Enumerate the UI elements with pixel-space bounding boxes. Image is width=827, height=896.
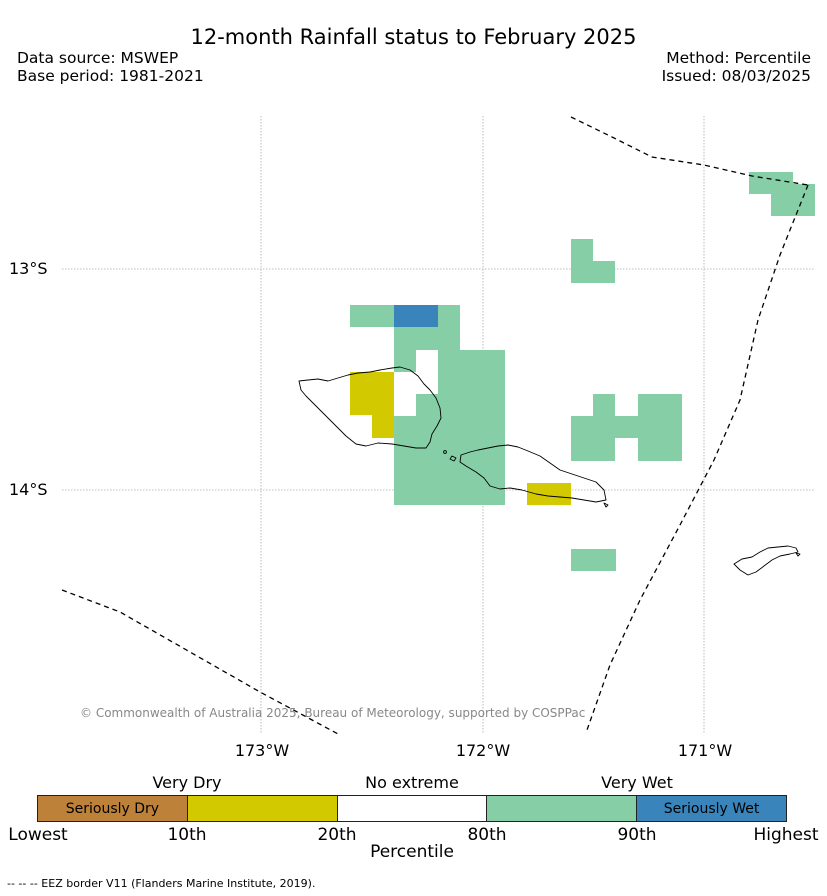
grid-cell-very-wet: [394, 416, 505, 505]
grid-cell-very-wet: [571, 239, 593, 283]
grid-cell-very-wet: [793, 184, 815, 194]
savaii-coastline: [298, 366, 442, 449]
eez-southwest: [61, 589, 341, 736]
grid-cell-very-wet: [571, 549, 616, 571]
grid-cell-very-wet: [438, 350, 505, 394]
lon-label-171w: 171°W: [677, 741, 733, 760]
tick-20th: 20th: [317, 825, 357, 845]
eez-border: [61, 116, 809, 736]
apolima-island: [443, 450, 447, 454]
tick-lowest: Lowest: [8, 825, 68, 845]
grid-cell-very-wet: [638, 394, 682, 416]
method-label: Method: Percentile: [666, 49, 811, 67]
coastlines: [298, 366, 801, 576]
colorbar-seriously-wet: Seriously Wet: [636, 796, 786, 821]
colorbar-seriously-dry: Seriously Dry: [38, 796, 187, 821]
grid-cell-very-dry: [372, 415, 394, 438]
colorbar-very-dry: [186, 796, 337, 821]
grid-cell-very-wet: [749, 172, 793, 194]
grid-cell-very-wet: [771, 194, 815, 216]
aunuu-island: [795, 552, 801, 557]
grid-cell-very-wet: [350, 305, 394, 327]
grid-cell-very-wet: [438, 305, 460, 350]
grid-cell-very-wet: [394, 350, 416, 372]
colorbar-no-extreme: [336, 796, 487, 821]
legend-category-very-dry: Very Dry: [152, 773, 222, 792]
map-title: 12-month Rainfall status to February 202…: [190, 25, 637, 49]
grid-cell-seriously-wet: [394, 305, 438, 327]
legend-category-no-extreme: No extreme: [365, 773, 459, 792]
percentile-colorbar: Seriously Dry Seriously Wet: [37, 795, 787, 822]
manono-island: [449, 455, 457, 462]
eez-north: [570, 116, 809, 186]
lat-label-14s: 14°S: [9, 480, 48, 499]
colorbar-axis-label: Percentile: [370, 842, 454, 862]
tick-highest: Highest: [753, 825, 819, 845]
issued-label: Issued: 08/03/2025: [661, 67, 811, 85]
grid-cell-very-wet: [571, 416, 682, 438]
lon-label-173w: 173°W: [234, 741, 290, 760]
percentile-grid: [350, 172, 815, 571]
legend-category-very-wet: Very Wet: [601, 773, 673, 792]
upolu-tip: [603, 502, 609, 508]
copyright-notice: © Commonwealth of Australia 2025, Bureau…: [80, 706, 586, 720]
grid-cell-very-wet: [593, 394, 615, 416]
eez-source-note: -- -- -- EEZ border V11 (Flanders Marine…: [7, 877, 316, 890]
upolu-coastline: [459, 444, 607, 503]
base-period-label: Base period: 1981-2021: [17, 67, 204, 85]
data-source-label: Data source: MSWEP: [17, 49, 179, 67]
tick-80th: 80th: [467, 825, 507, 845]
grid-cell-very-wet: [416, 394, 505, 416]
grid-cell-very-dry: [350, 372, 394, 415]
grid-cell-very-dry: [527, 483, 571, 505]
grid-cell-very-wet: [638, 438, 682, 461]
grid-cell-very-wet: [571, 438, 615, 461]
colorbar-very-wet: [486, 796, 637, 821]
lon-label-172w: 172°W: [455, 741, 511, 760]
tick-90th: 90th: [617, 825, 657, 845]
tutuila-coastline: [733, 545, 799, 576]
tick-10th: 10th: [167, 825, 207, 845]
lat-label-13s: 13°S: [9, 259, 48, 278]
eez-east: [586, 184, 809, 731]
grid-cell-very-wet: [593, 261, 615, 283]
grid-cell-very-wet: [394, 327, 438, 350]
